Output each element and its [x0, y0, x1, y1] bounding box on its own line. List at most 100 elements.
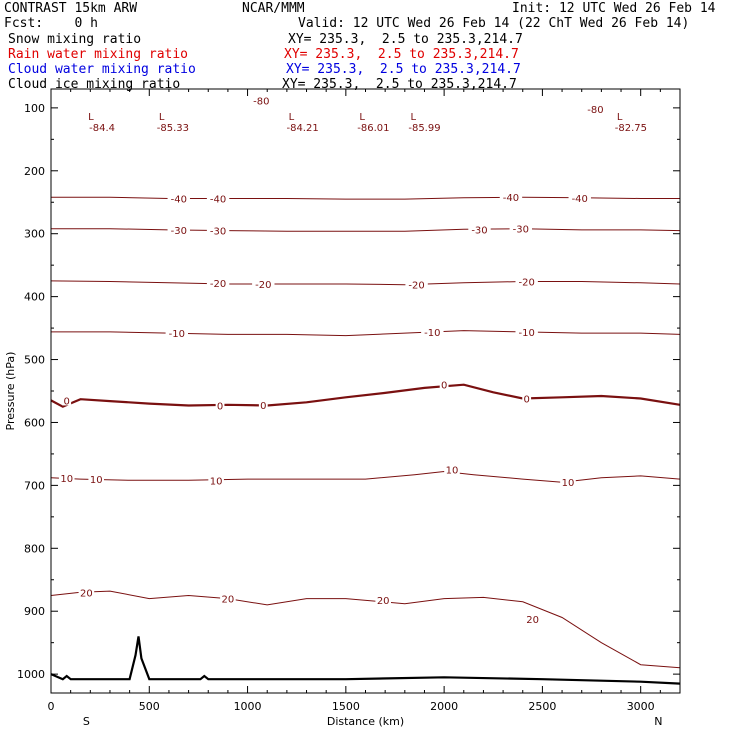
y-tick-label: 200 — [24, 165, 45, 178]
isotherm-20 — [50, 590, 681, 669]
contour-label: -40 — [171, 194, 187, 205]
contour-label-bg — [165, 327, 188, 339]
contour-label-bg — [584, 103, 607, 115]
contour-label-bg — [515, 325, 538, 337]
low-marker: L — [617, 112, 623, 123]
forecast-hour: Fcst: 0 h — [4, 16, 98, 31]
contour-label: 20 — [222, 595, 235, 606]
init-time: Init: 12 UTC Wed 26 Feb 14 — [512, 1, 716, 16]
terrain-profile — [50, 636, 681, 685]
y-tick-label: 1000 — [17, 668, 45, 681]
field-rain-xy: XY= 235.3, 2.5 to 235.3,214.7 — [284, 47, 519, 62]
contour-label: -30 — [513, 225, 529, 236]
x-axis: 0 500 1000 1500 2000 2500 3000 — [48, 89, 661, 713]
low-marker: L — [410, 112, 416, 123]
contour-label-bg — [439, 378, 449, 390]
low-marker: L — [359, 112, 365, 123]
plot-frame — [50, 88, 681, 694]
contour-label: 0 — [260, 401, 266, 412]
valid-time: Valid: 12 UTC Wed 26 Feb 14 (22 ChT Wed … — [298, 16, 690, 31]
y-tick-label: 800 — [24, 542, 45, 555]
contour-label-bg — [62, 394, 72, 406]
isotherm-minus-20 — [50, 280, 681, 286]
y-tick-label: 900 — [24, 605, 45, 618]
contour-label: -40 — [503, 193, 519, 204]
contour-label-bg — [560, 476, 576, 488]
contour-label-bg — [499, 191, 523, 203]
contour-label: -80 — [253, 96, 269, 107]
contour-label: 0 — [217, 401, 223, 412]
isotherm-minus-30 — [51, 228, 681, 232]
contour-label: -20 — [210, 279, 226, 290]
contour-label-bg — [215, 399, 225, 411]
model-title: CONTRAST 15km ARW — [4, 1, 138, 16]
contour-label: 10 — [210, 476, 223, 487]
contour-label-bg — [88, 473, 105, 485]
contour-label: 10 — [446, 466, 459, 477]
contour-label-bg — [444, 463, 460, 475]
contour-label: -20 — [519, 278, 535, 289]
y-tick-label: 400 — [24, 291, 45, 304]
isotherm-10 — [50, 470, 681, 483]
contour-label: 20 — [377, 596, 390, 607]
field-cloudwater-name: Cloud water mixing ratio — [8, 62, 196, 77]
x-tick-label: 2000 — [430, 700, 458, 713]
contour-label: 10 — [60, 474, 73, 485]
contour-label-bg — [375, 593, 391, 605]
contour-label-bg — [206, 224, 230, 236]
contour-label-bg — [515, 275, 538, 287]
contour-label-bg — [208, 474, 224, 486]
contour-label: -30 — [171, 226, 187, 237]
field-cloudice-name: Cloud ice mixing ratio — [8, 77, 181, 92]
low-value: -85.33 — [157, 123, 189, 134]
low-value: -84.4 — [89, 123, 115, 134]
x-tick-label: 0 — [48, 700, 55, 713]
contour-label: 0 — [64, 396, 70, 407]
contour-label-bg — [252, 278, 275, 290]
low-value: -85.99 — [408, 123, 440, 134]
contour-label-bg — [220, 592, 236, 604]
x-tick-label: 3000 — [627, 700, 655, 713]
contour-label-bg — [421, 325, 444, 337]
contour-label: 10 — [562, 478, 575, 489]
field-snow-xy: XY= 235.3, 2.5 to 235.3,214.7 — [288, 32, 523, 47]
contour-label: -20 — [255, 280, 271, 291]
contour-label-bg — [405, 278, 428, 290]
low-marker: L — [289, 112, 295, 123]
axis-end-label-south: S — [83, 715, 90, 728]
low-value: -86.01 — [357, 123, 389, 134]
contour-label: -40 — [572, 194, 588, 205]
contour-label-bg — [258, 398, 268, 410]
isotherm-minus-40 — [51, 196, 680, 200]
x-tick-label: 1500 — [332, 700, 360, 713]
y-axis-label: Pressure (hPa) — [4, 352, 17, 431]
isotherm-minus-10 — [51, 330, 681, 337]
contour-label: 0 — [523, 395, 529, 406]
y-tick-label: 700 — [24, 479, 45, 492]
contour-label: -30 — [471, 225, 487, 236]
x-axis-label: Distance (km) — [327, 715, 404, 728]
y-tick-label: 500 — [24, 354, 45, 367]
y-tick-label: 600 — [24, 416, 45, 429]
x-tick-label: 2500 — [528, 700, 556, 713]
terrain-line — [50, 636, 681, 685]
contour-label-bg — [206, 192, 230, 204]
low-value: -84.21 — [286, 123, 318, 134]
x-tick-label: 500 — [139, 700, 160, 713]
contour-label: -10 — [424, 328, 440, 339]
axis-end-label-north: N — [654, 715, 662, 728]
contour-label-bg — [78, 586, 95, 598]
contour-label-bg — [167, 192, 190, 204]
contour-label-bg — [468, 223, 491, 235]
contour-label: -10 — [169, 329, 185, 340]
field-rain-name: Rain water mixing ratio — [8, 47, 189, 62]
contour-label: 20 — [80, 588, 93, 599]
contour-label-bg — [58, 471, 75, 483]
isotherm-0 — [50, 383, 681, 408]
low-marker: L — [159, 112, 165, 123]
low-value: -82.75 — [615, 123, 647, 134]
contour-label-bg — [250, 94, 273, 106]
contour-label-bg — [509, 222, 532, 234]
